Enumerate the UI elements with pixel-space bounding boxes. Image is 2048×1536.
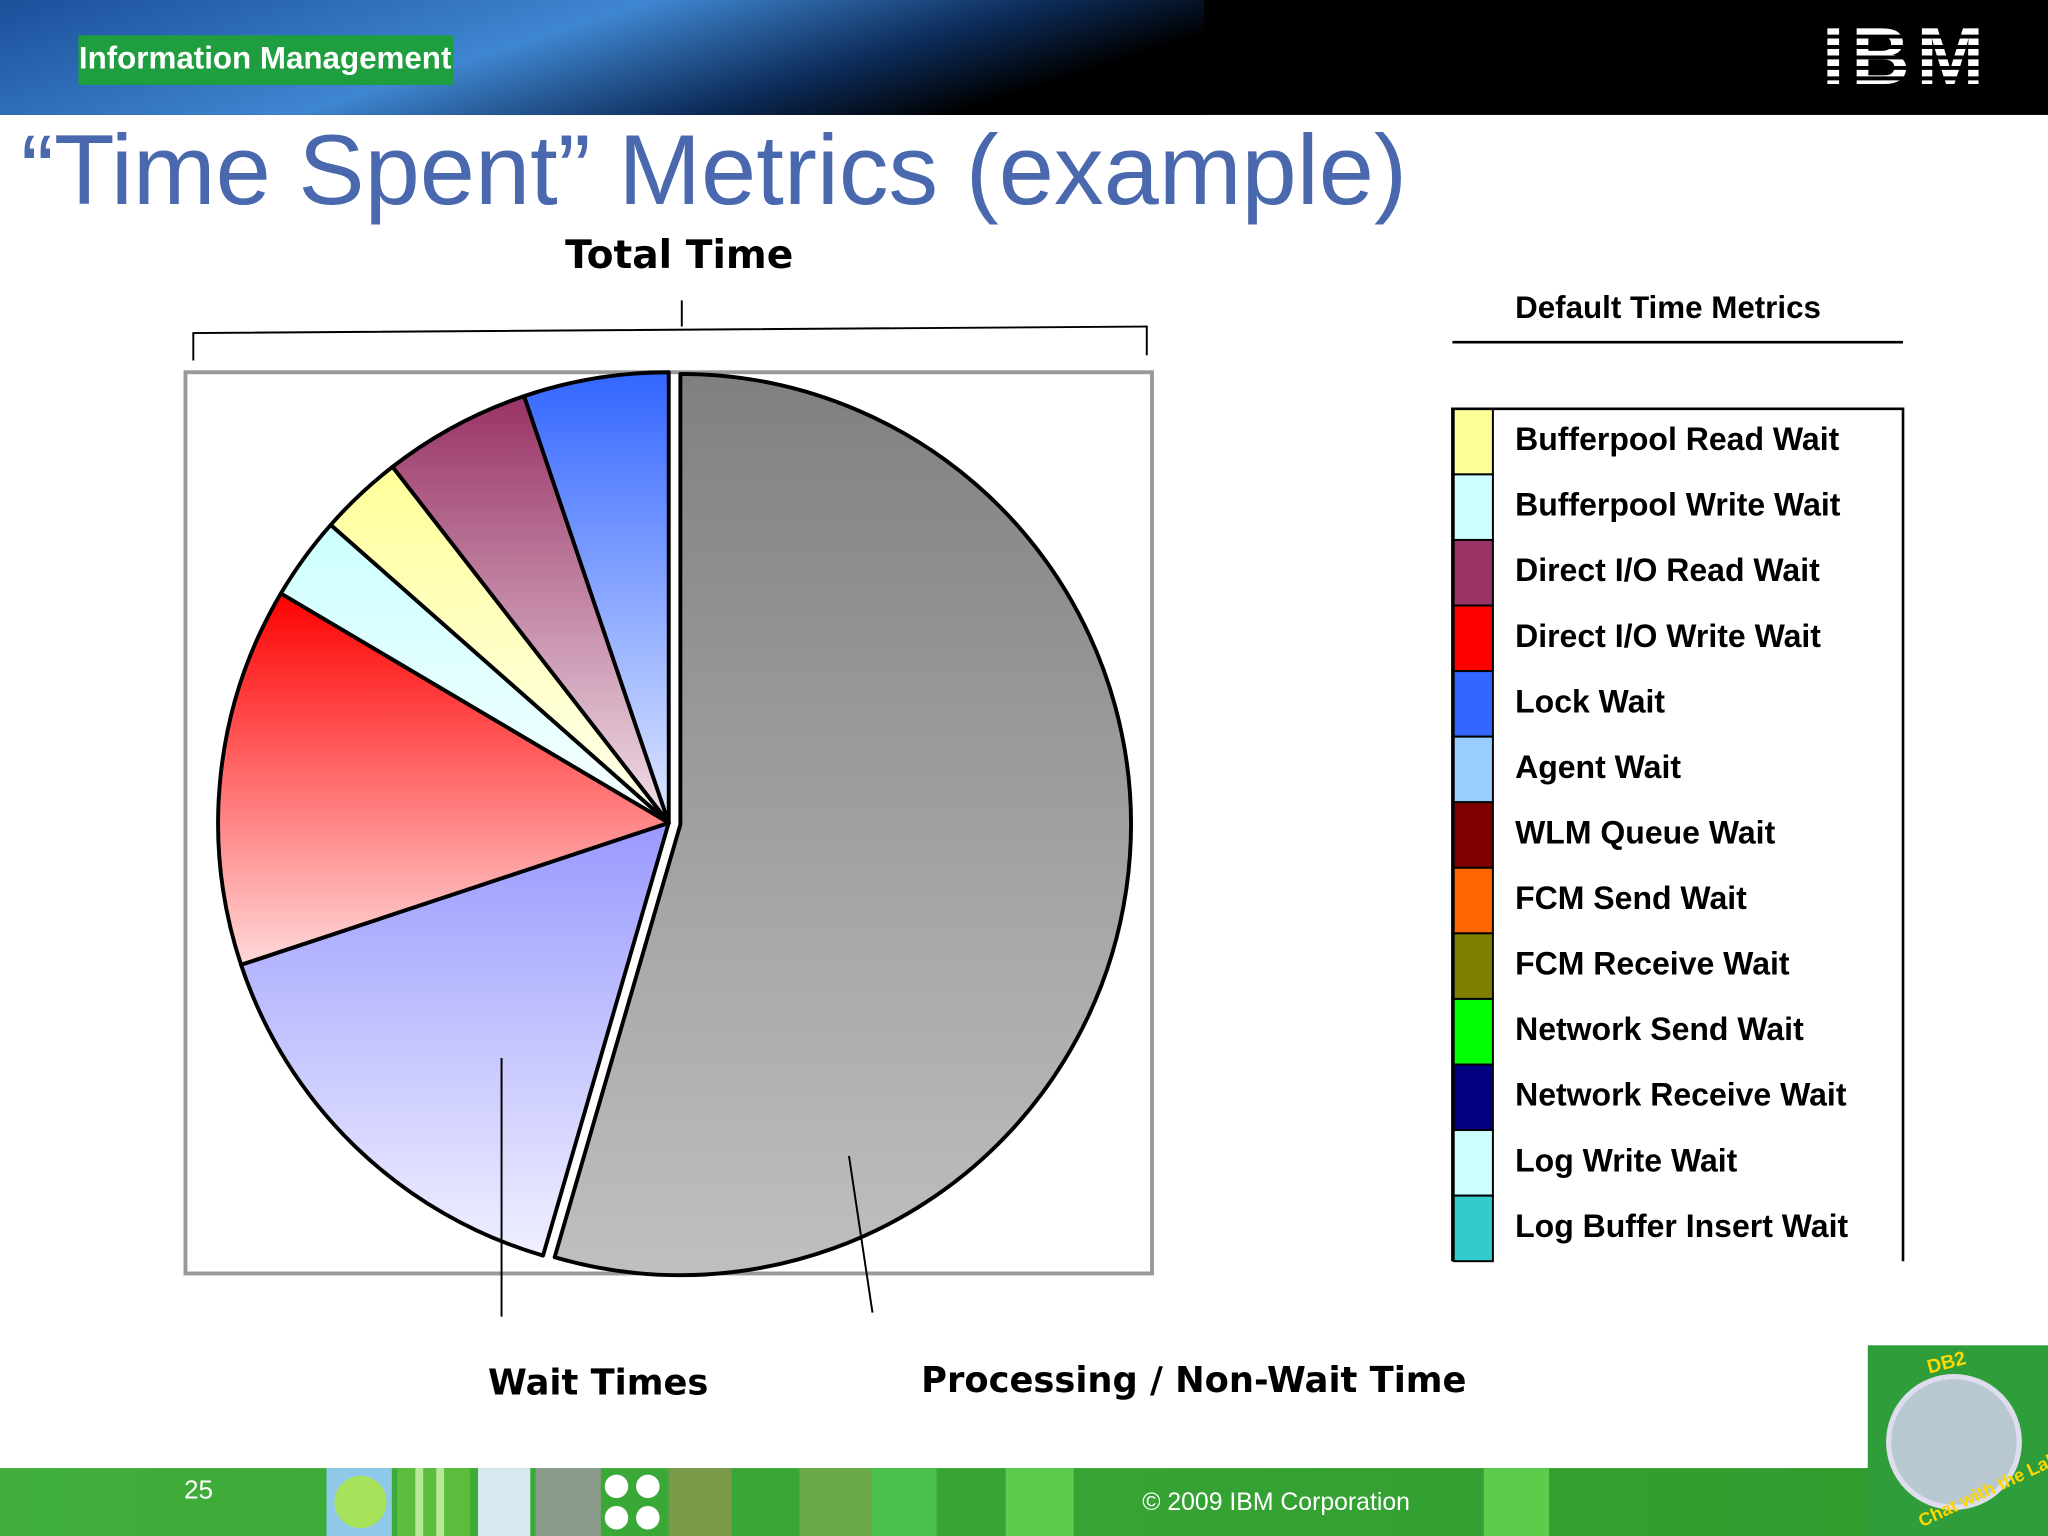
pie-slice-fill — [552, 371, 1133, 1278]
leader-lines — [500, 1057, 874, 1317]
annotation: Processing / Non-Wait Time — [921, 1360, 1466, 1401]
legend-label: Lock Wait — [1515, 683, 1665, 719]
legend-swatch — [1452, 538, 1494, 607]
page-number: 25 — [184, 1474, 213, 1504]
legend-swatch — [1452, 1129, 1494, 1197]
legend-label: Log Buffer Insert Wait — [1515, 1208, 1848, 1244]
pie-slice-fill — [390, 394, 671, 825]
legend-label: Direct I/O Read Wait — [1515, 552, 1820, 588]
badge-photo — [1886, 1374, 2022, 1510]
section-label: Information Management — [79, 40, 452, 75]
legend-label: Bufferpool Write Wait — [1515, 487, 1841, 523]
legend-swatch — [1452, 1063, 1494, 1132]
copyright: © 2009 IBM Corporation — [1142, 1489, 1410, 1516]
legend-swatch — [1452, 735, 1494, 804]
legend-label: Direct I/O Write Wait — [1515, 618, 1821, 654]
legend-swatch — [1452, 866, 1494, 935]
legend-label: Network Send Wait — [1515, 1011, 1804, 1047]
annotation: Wait Times — [488, 1362, 708, 1403]
legend-label: Network Receive Wait — [1515, 1077, 1847, 1113]
legend-label: Log Write Wait — [1515, 1142, 1738, 1178]
legend-label: Agent Wait — [1515, 749, 1681, 785]
legend-swatch — [1452, 1194, 1494, 1263]
logo-stripes — [1815, 34, 1992, 81]
legend-label: FCM Receive Wait — [1515, 946, 1790, 982]
legend-label: FCM Send Wait — [1515, 880, 1747, 916]
legend-swatch — [1452, 801, 1494, 869]
legend-title: Default Time Metrics — [1515, 290, 1821, 325]
legend-swatch — [1452, 473, 1494, 541]
legend: Bufferpool Read Wait Bufferpool Write Wai… — [1451, 407, 1905, 1263]
bracket — [192, 300, 1148, 361]
legend-label: WLM Queue Wait — [1515, 814, 1775, 850]
pie-slice-fill — [216, 591, 671, 967]
legend-swatch — [1452, 932, 1494, 1000]
legend-swatch — [1452, 670, 1494, 738]
pie-slice-fill — [522, 370, 671, 825]
legend-frame — [1451, 407, 1905, 1262]
legend-swatch — [1452, 407, 1494, 476]
slide-title: “Time Spent” Metrics (example) — [21, 115, 1407, 226]
section-box — [78, 35, 454, 85]
footer-art — [326, 1468, 1550, 1536]
annotation: Total Time — [565, 233, 793, 278]
legend-swatch — [1452, 604, 1494, 673]
pie — [216, 370, 1133, 1278]
legend-swatch — [1452, 997, 1494, 1066]
legend-label: Bufferpool Read Wait — [1515, 421, 1839, 457]
